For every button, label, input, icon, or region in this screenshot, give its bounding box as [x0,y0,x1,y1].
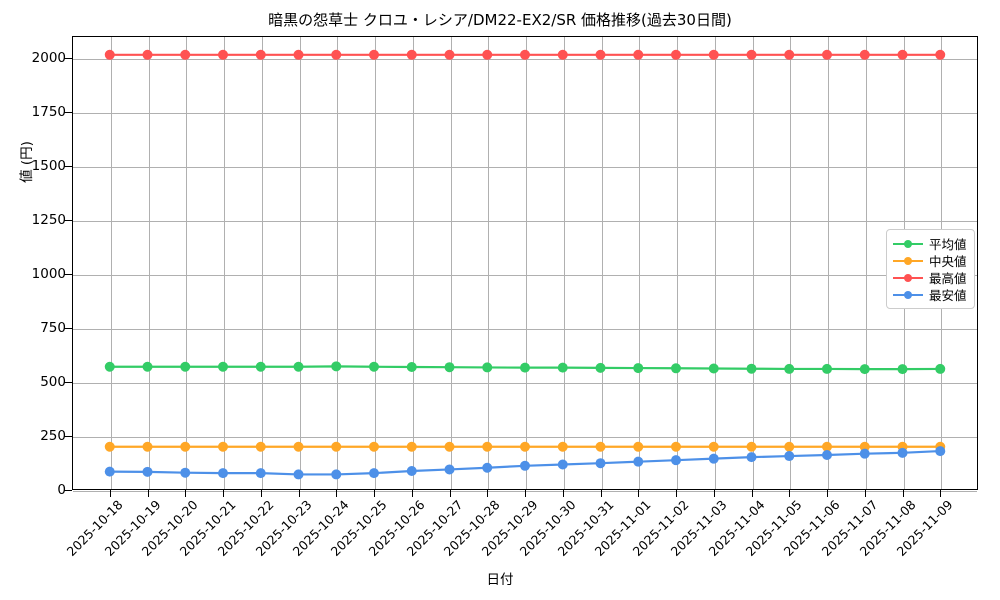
x-gridline [526,37,527,489]
x-gridline [337,37,339,489]
x-axis-tick-mark [109,490,111,497]
y-gridline [73,166,977,168]
y-gridline [73,112,977,114]
x-axis-tick-mark [789,490,791,497]
y-axis-tick-mark [64,111,72,113]
x-axis-label: 日付 [486,572,514,588]
x-gridline [299,37,301,489]
x-axis-tick-mark [676,490,677,497]
x-gridline [224,37,225,489]
x-gridline [375,37,376,489]
legend-item[interactable]: 最安値 [893,286,967,303]
plot-area [72,36,978,492]
x-axis-tick-mark [827,490,828,497]
x-axis-tick-mark [525,490,526,497]
x-gridline [677,37,678,489]
y-axis-tick-label: 750 [40,319,66,336]
x-gridline [110,37,112,489]
x-gridline [752,37,754,489]
x-axis-tick-mark [185,490,187,497]
x-axis-tick-mark [713,490,715,497]
x-axis-tick-mark [638,490,640,497]
x-axis-tick-mark [902,490,904,497]
y-axis-tick-label: 0 [57,482,66,498]
legend-swatch-icon [893,238,923,250]
x-axis-tick-mark [374,490,375,497]
y-axis-tick-mark [64,381,72,383]
legend-label: 最安値 [929,288,967,303]
chart-title: 暗黒の怨草士 クロユ・レシア/DM22-EX2/SR 価格推移(過去30日間) [268,11,732,29]
y-axis-tick-mark [64,273,72,275]
y-axis-tick-mark [64,327,72,329]
x-gridline [601,37,603,489]
y-gridline [73,58,977,60]
y-axis-tick-mark [64,165,72,167]
y-axis-tick-mark [64,219,72,221]
legend-item[interactable]: 平均値 [893,235,967,252]
y-axis-tick-label: 1750 [31,103,66,120]
y-axis-tick-label: 1250 [31,211,66,228]
x-gridline [714,37,716,489]
x-axis-tick-mark [298,490,300,497]
y-gridline [73,436,977,438]
x-gridline [828,37,829,489]
x-axis-tick-mark [487,490,489,497]
legend-label: 平均値 [929,237,967,252]
x-gridline [412,37,414,489]
x-axis-tick-mark [411,490,413,497]
x-axis-tick-mark [751,490,753,497]
x-axis-tick-mark [147,490,149,497]
x-axis-tick-mark [336,490,338,497]
x-axis-tick-mark [940,490,942,497]
legend-item[interactable]: 最高値 [893,269,967,286]
x-gridline [148,37,150,489]
y-axis-tick-label: 250 [40,427,66,444]
x-axis-tick-mark [864,490,866,497]
y-axis-tick-label: 500 [40,373,66,390]
x-axis-tick-mark [449,490,451,497]
legend-swatch-icon [893,289,923,301]
y-axis-tick-mark [64,490,72,491]
x-gridline [186,37,188,489]
x-gridline [450,37,452,489]
y-gridline [73,274,977,276]
y-gridline [73,328,977,330]
x-gridline [488,37,490,489]
y-axis-tick-label: 1000 [31,265,66,282]
x-gridline [563,37,565,489]
y-gridline [73,220,977,222]
y-axis-tick-label: 1500 [31,157,66,174]
y-axis-tick-label: 2000 [31,49,66,66]
legend-swatch-icon [893,255,923,267]
x-axis-tick-mark [562,490,564,497]
legend-label: 中央値 [929,254,967,269]
x-gridline [261,37,263,489]
x-gridline [790,37,792,489]
y-axis-tick-mark [64,57,72,59]
x-axis-tick-mark [260,490,262,497]
legend-item[interactable]: 中央値 [893,252,967,269]
x-axis-tick-mark [600,490,602,497]
y-axis-tick-mark [64,435,72,437]
legend-label: 最高値 [929,271,967,286]
x-gridline [865,37,867,489]
x-gridline [639,37,641,489]
legend-swatch-icon [893,272,923,284]
x-axis-tick-mark [223,490,224,497]
y-gridline [73,382,977,384]
chart-legend: 平均値中央値最高値最安値 [886,229,975,309]
